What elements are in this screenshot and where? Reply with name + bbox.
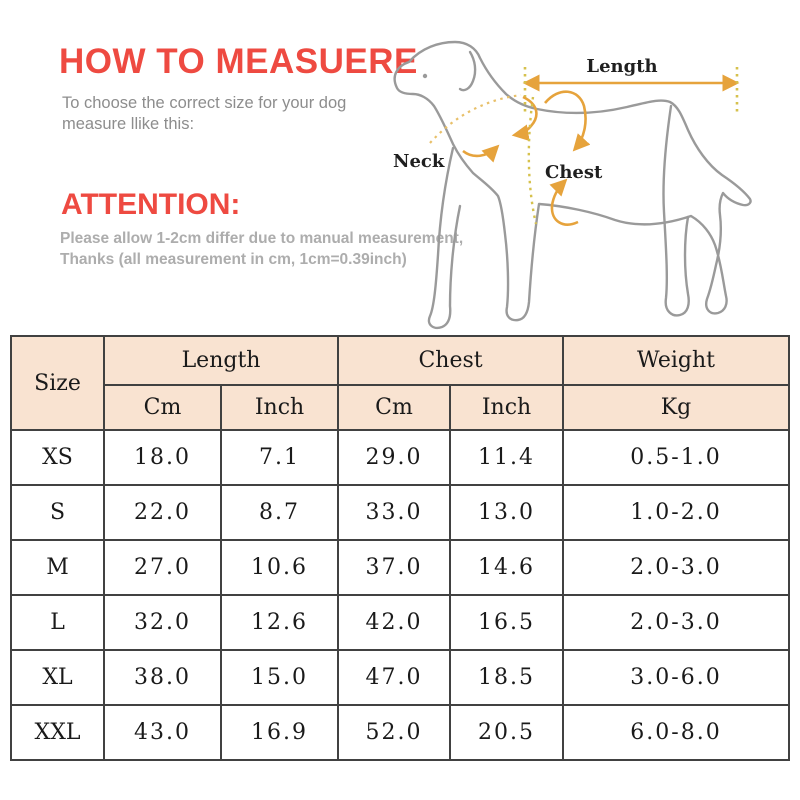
length-cm-cell: 27.0	[103, 539, 222, 596]
page-title: HOW TO MEASUERE	[59, 42, 418, 81]
header-chest-inch: Inch	[449, 384, 565, 431]
length-cm-cell: 22.0	[103, 484, 222, 541]
weight-kg-cell: 3.0-6.0	[562, 649, 791, 706]
table-header-row-groups: Size Length Chest Weight	[10, 335, 791, 431]
chest-cm-cell: 33.0	[337, 484, 452, 541]
dog-measurement-diagram: Length Neck Chest	[393, 40, 752, 330]
chest-cm-cell: 47.0	[337, 649, 452, 706]
length-inch-cell: 15.0	[219, 649, 340, 706]
table-row: S 22.0 8.7 33.0 13.0 1.0-2.0	[10, 484, 791, 541]
chest-inch-cell: 16.5	[449, 594, 565, 651]
header-weight: Weight	[562, 335, 791, 386]
length-measure-arrow	[522, 67, 740, 113]
table-header-row-units: Cm Inch Cm Inch Kg	[11, 384, 791, 431]
weight-kg-cell: 6.0-8.0	[562, 704, 791, 761]
size-cell: L	[10, 594, 105, 651]
header-length-cm: Cm	[103, 384, 222, 431]
chest-measure-arrows	[527, 90, 591, 226]
dog-eye	[422, 73, 428, 79]
chest-cm-cell: 37.0	[337, 539, 452, 596]
weight-kg-cell: 2.0-3.0	[562, 539, 791, 596]
neck-label: Neck	[393, 151, 445, 172]
attention-line-1: Please allow 1-2cm differ due to manual …	[60, 230, 464, 247]
length-inch-cell: 7.1	[219, 429, 340, 486]
header-chest: Chest	[337, 335, 565, 386]
subtitle-line-2: measure llike this:	[62, 115, 195, 133]
table-row: L 32.0 12.6 42.0 16.5 2.0-3.0	[10, 594, 791, 651]
length-cm-cell: 32.0	[103, 594, 222, 651]
subtitle-line-1: To choose the correct size for your dog	[62, 94, 347, 112]
chest-cm-cell: 52.0	[337, 704, 452, 761]
header-chest-cm: Cm	[337, 384, 452, 431]
length-cm-cell: 18.0	[103, 429, 222, 486]
weight-kg-cell: 1.0-2.0	[562, 484, 791, 541]
length-inch-cell: 12.6	[219, 594, 340, 651]
chest-inch-cell: 14.6	[449, 539, 565, 596]
size-cell: XL	[10, 649, 105, 706]
length-cm-cell: 38.0	[103, 649, 222, 706]
weight-kg-cell: 2.0-3.0	[562, 594, 791, 651]
header-size: Size	[10, 335, 105, 431]
attention-line-2: Thanks (all measurement in cm, 1cm=0.39i…	[60, 251, 407, 268]
header-length: Length	[102, 335, 340, 386]
chest-inch-cell: 11.4	[449, 429, 565, 486]
chest-inch-cell: 20.5	[449, 704, 565, 761]
table-row: XXL 43.0 16.9 52.0 20.5 6.0-8.0	[10, 704, 791, 761]
size-table: Size Length Chest Weight Cm Inch Cm Inch…	[10, 335, 791, 761]
size-cell: XS	[10, 429, 105, 486]
header-weight-kg: Kg	[562, 384, 791, 431]
size-cell: XXL	[10, 704, 105, 761]
dog-outline-sketch	[393, 40, 752, 330]
length-cm-cell: 43.0	[103, 704, 222, 761]
attention-title: ATTENTION:	[61, 188, 241, 221]
header-length-inch: Inch	[219, 384, 340, 431]
table-row: XL 38.0 15.0 47.0 18.5 3.0-6.0	[10, 649, 791, 706]
size-cell: S	[10, 484, 105, 541]
chest-inch-cell: 13.0	[449, 484, 565, 541]
chest-cm-cell: 29.0	[337, 429, 452, 486]
table-row: XS 18.0 7.1 29.0 11.4 0.5-1.0	[10, 429, 791, 486]
chest-inch-cell: 18.5	[449, 649, 565, 706]
size-cell: M	[10, 539, 105, 596]
subtitle: To choose the correct size for your dog …	[62, 93, 346, 135]
length-label: Length	[586, 56, 657, 77]
weight-kg-cell: 0.5-1.0	[562, 429, 791, 486]
chest-label: Chest	[545, 162, 603, 183]
length-inch-cell: 10.6	[219, 539, 340, 596]
length-inch-cell: 8.7	[219, 484, 340, 541]
table-row: M 27.0 10.6 37.0 14.6 2.0-3.0	[10, 539, 791, 596]
attention-note: Please allow 1-2cm differ due to manual …	[60, 228, 463, 270]
chest-cm-cell: 42.0	[337, 594, 452, 651]
length-inch-cell: 16.9	[219, 704, 340, 761]
